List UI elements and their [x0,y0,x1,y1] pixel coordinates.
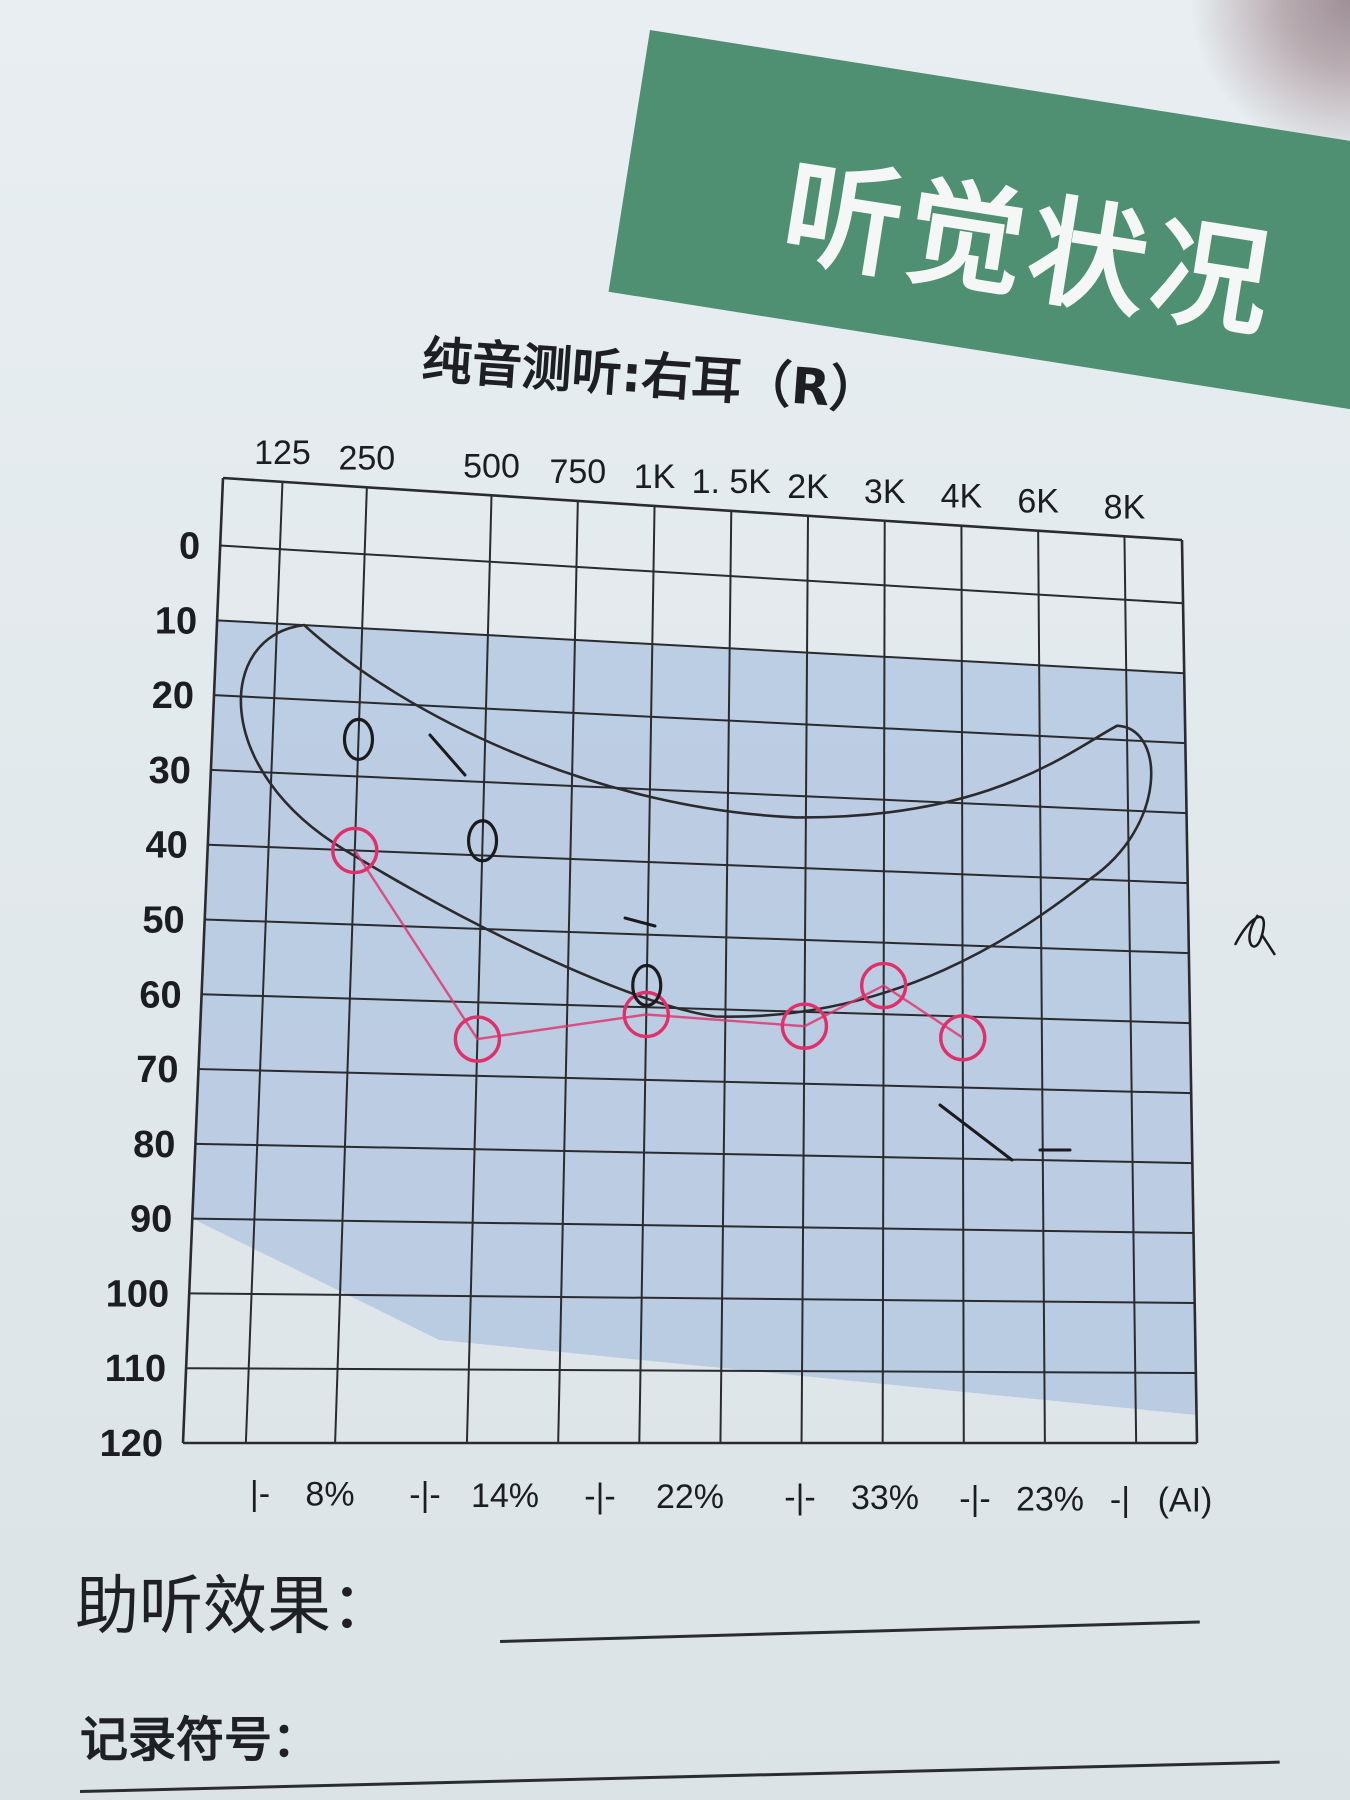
record-symbols-label: 记录符号： [80,1712,321,1768]
x-tick-labels: 125 250 500 750 1K 1. 5K 2K 3K 4K 6K 8K [254,434,1145,526]
x-tick-label: 3K [864,473,906,511]
red-circle-marker [622,990,670,1039]
y-tick-label: 0 [179,526,200,568]
x-tick-label: 2K [787,468,829,506]
y-tick-label: 100 [106,1273,169,1315]
red-series-line [353,849,964,1041]
pen-scribbles [428,733,1277,1162]
y-tick-label: 80 [133,1124,175,1166]
red-circle-marker [453,1015,502,1063]
y-tick-label: 40 [146,825,188,867]
grid-vline [181,477,225,1444]
y-tick-label: 30 [149,750,191,792]
pen-stroke [623,916,657,928]
grid-vline [465,495,493,1444]
black-circle-marker [342,717,375,761]
x-tick-label: 6K [1017,483,1059,521]
speech-banana-curve [239,623,1153,1018]
bottom-percent-labels: |- 8% -|- 14% -|- 22% -|- 33% -|- 23% -| (AI) [250,1475,1212,1520]
y-tick-label: 90 [130,1199,172,1241]
grid-vline [800,515,809,1444]
grid-hline [210,768,1187,815]
pen-stroke [938,1103,1014,1162]
margin-doodle [1233,914,1277,956]
black-circle-marker [466,819,499,863]
x-tick-label: 250 [338,439,395,477]
grid-hline [222,476,1183,542]
grid-vline [244,481,284,1444]
x-tick-label: 1K [634,458,676,496]
grid-hline [198,1068,1192,1095]
grid-hline [192,1217,1194,1235]
bottom-percent-label: 22% [656,1478,724,1516]
bottom-percent-label: -|- [959,1480,990,1518]
grid-vline [719,510,733,1444]
grid-hline [217,619,1185,675]
y-tick-label: 20 [152,675,194,717]
x-tick-label: 750 [549,453,606,491]
grid-vline [557,500,579,1444]
grid-vline [881,520,886,1444]
y-tick-label: 120 [100,1423,163,1465]
hearing-aid-effect-label: 助听效果： [75,1570,395,1644]
grid-hline [207,843,1188,885]
data-series [331,717,987,1063]
chart-grid [181,476,1199,1445]
black-circle-marker [631,963,663,1008]
grid-vline [1037,530,1046,1444]
bottom-percent-label: -|- [409,1476,440,1514]
grid-vline [960,525,965,1444]
y-tick-label: 50 [142,899,184,941]
red-circle-marker [939,1014,987,1062]
grid-vline [1180,539,1199,1444]
grid-vline [334,487,368,1444]
bottom-percent-label: -|- [584,1477,615,1515]
y-tick-label: 110 [105,1348,166,1390]
y-tick-label: 70 [136,1049,178,1091]
bottom-percent-label: -| [1110,1481,1130,1519]
red-circle-marker [780,1002,829,1050]
bottom-percent-label: 33% [851,1479,919,1517]
grid-hline [195,1142,1193,1165]
grid-vline [638,505,656,1444]
speech-banana-outline [239,623,1153,1018]
grid-hline [204,918,1189,955]
bottom-percent-label: -|- [784,1479,815,1517]
grid-hline [213,694,1186,745]
y-tick-label: 60 [139,974,181,1016]
red-circle-marker [859,961,908,1010]
x-tick-label: 125 [254,434,311,472]
x-tick-label: 8K [1104,488,1146,526]
grid-hline [189,1292,1195,1305]
x-tick-label: 4K [941,478,983,516]
x-tick-label: 1. 5K [692,463,772,501]
bottom-percent-label: 14% [471,1477,539,1515]
red-circle-marker [331,826,379,875]
y-tick-labels: 0 10 20 30 40 50 60 70 80 90 100 110 120 [100,526,201,1465]
grid-hline [186,1367,1196,1375]
grid-vline [1123,536,1138,1444]
bottom-percent-label: 23% [1016,1480,1084,1518]
bottom-percent-label: 8% [305,1476,354,1514]
pen-stroke [428,733,467,777]
y-tick-label: 10 [155,600,197,642]
bottom-percent-label: (AI) [1158,1482,1213,1520]
x-tick-label: 500 [463,447,520,485]
grid-hline [220,544,1184,605]
grid-hline [201,993,1191,1025]
bottom-percent-label: |- [250,1475,270,1513]
